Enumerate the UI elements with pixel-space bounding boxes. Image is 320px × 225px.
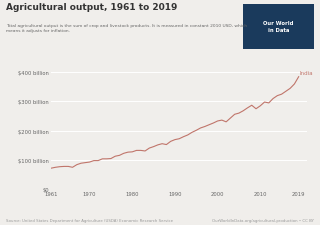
Text: Source: United States Department for Agriculture (USDA) Economic Research Servic: Source: United States Department for Agr… (6, 218, 173, 222)
Text: Total agricultural output is the sum of crop and livestock products. It is measu: Total agricultural output is the sum of … (6, 24, 248, 33)
Text: OurWorldInData.org/agricultural-production • CC BY: OurWorldInData.org/agricultural-producti… (212, 218, 314, 222)
Text: Our World
in Data: Our World in Data (263, 21, 293, 33)
Text: Agricultural output, 1961 to 2019: Agricultural output, 1961 to 2019 (6, 3, 178, 12)
Text: India: India (300, 71, 314, 76)
